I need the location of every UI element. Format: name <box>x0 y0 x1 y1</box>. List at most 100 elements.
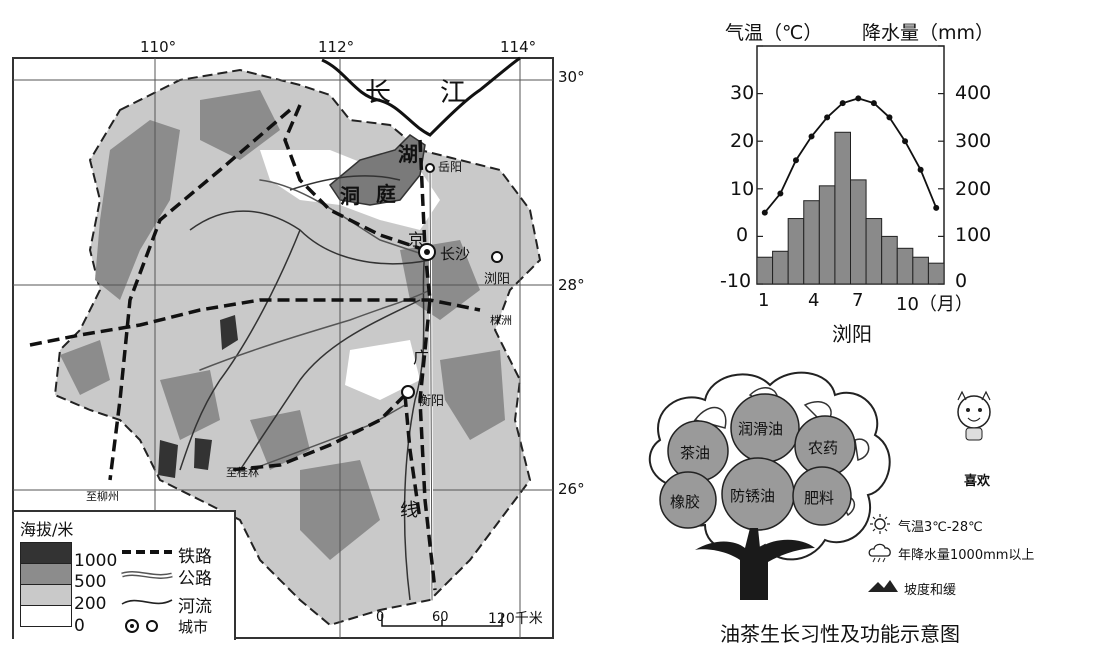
city-label-zhuzhou: 株洲 <box>490 314 512 327</box>
legend-level-200: 200 <box>74 594 107 614</box>
railways <box>29 104 481 591</box>
legend-level-0: 0 <box>74 616 85 636</box>
city-yueyang-marker <box>425 163 435 173</box>
temp-point-4 <box>808 133 815 140</box>
scale-bar-svg <box>381 614 503 627</box>
chart-svg <box>756 45 945 285</box>
railway-label-jing: 京 <box>408 230 425 249</box>
gentle-slope-icon <box>868 580 898 592</box>
tree-node-xiangjiao: 橡胶 <box>670 493 701 511</box>
chart-right-tick-300: 300 <box>955 130 992 152</box>
precip-bar-3 <box>787 218 805 285</box>
precip-bar-4 <box>803 200 820 285</box>
temp-point-11 <box>917 166 924 173</box>
precip-bars <box>756 131 945 285</box>
lat-label-30: 30° <box>558 68 585 86</box>
precip-bar-9 <box>881 235 898 285</box>
chart-left-tick-20: 20 <box>730 130 755 152</box>
temp-point-5 <box>824 114 831 121</box>
legend-city-symbol-b <box>146 620 158 632</box>
temp-point-7 <box>855 95 862 102</box>
tree-svg <box>648 371 991 600</box>
lake-label-dong: 洞 <box>340 184 360 208</box>
scale-label-120: 120千米 <box>488 611 543 627</box>
lon-label-114: 114° <box>500 38 537 56</box>
yangtze-river <box>321 56 521 137</box>
chart-xlabel-10: 10（月） <box>896 294 973 315</box>
chart-left-axis-title: 气温（℃） <box>725 22 823 44</box>
mascot-icon <box>957 390 991 441</box>
legend-city-label: 城市 <box>178 618 209 636</box>
chart-left-tick-m10: -10 <box>720 270 752 292</box>
tree-node-nongyao: 农药 <box>808 439 839 457</box>
precip-bar-8 <box>865 218 883 285</box>
temp-point-8 <box>870 100 877 107</box>
railway-label-xian: 线 <box>400 500 418 521</box>
sun-icon <box>870 514 890 534</box>
province-1000m <box>158 315 238 478</box>
chart-right-tick-400: 400 <box>955 82 992 104</box>
legend-level-500: 500 <box>74 572 107 592</box>
legend-title: 海拔/米 <box>20 520 74 539</box>
map-scale-bar <box>380 612 503 630</box>
legend-symbols <box>121 550 173 633</box>
city-liuyang-marker <box>491 251 503 263</box>
temp-point-10 <box>902 138 909 145</box>
mascot-label: 喜欢 <box>964 474 991 489</box>
lake-label-ting: 庭 <box>376 182 396 206</box>
legend-swatch-1000 <box>20 542 72 564</box>
city-label-yueyang: 岳阳 <box>438 160 463 174</box>
legend-swatch-200 <box>20 584 72 606</box>
chart-right-tick-0: 0 <box>955 270 968 292</box>
precip-bar-10 <box>896 247 914 285</box>
province-lowland <box>260 150 440 400</box>
city-markers <box>401 163 503 399</box>
precip-bar-1 <box>756 256 774 285</box>
precip-bar-2 <box>772 250 789 285</box>
city-label-liuyang: 浏阳 <box>484 272 511 287</box>
temp-point-1 <box>761 209 768 216</box>
precip-bar-7 <box>850 179 867 285</box>
temp-point-6 <box>839 100 846 107</box>
tree-node-fangxiuyou: 防锈油 <box>730 487 776 505</box>
river-label-chang: 长 <box>365 78 392 108</box>
rain-cloud-icon <box>868 543 891 563</box>
chart-xlabel-7: 7 <box>852 290 864 311</box>
condition-precipitation: 年降水量1000mm以上 <box>898 548 1035 563</box>
temp-point-2 <box>777 190 784 197</box>
chart-left-tick-10: 10 <box>730 178 755 200</box>
lake-label-hu: 湖 <box>398 142 418 166</box>
chart-left-tick-30: 30 <box>730 82 755 104</box>
tree-diagram-title: 油茶生长习性及功能示意图 <box>720 622 960 646</box>
precip-bar-6 <box>834 131 852 285</box>
precip-bar-11 <box>912 256 929 285</box>
map-legend: 海拔/米 1000 500 200 0 铁路 公路 河流 城市 <box>14 510 236 640</box>
chart-ticks <box>757 45 944 285</box>
scale-label-0: 0 <box>376 610 385 625</box>
tree-node-feiliao: 肥料 <box>804 489 835 507</box>
chart-title: 浏阳 <box>832 322 872 346</box>
lon-label-110: 110° <box>140 38 177 56</box>
temp-points <box>761 95 940 216</box>
graticule <box>13 58 553 638</box>
camellia-tree-diagram: 茶油 润滑油 农药 橡胶 防锈油 肥料 喜欢 气温3℃-28℃ 年降水量1000… <box>600 350 1100 646</box>
legend-swatch-0 <box>20 605 72 627</box>
climate-chart: 气温（℃） 降水量（mm） 1 4 7 10（月） 30 20 10 0 -10… <box>700 0 1100 350</box>
river-label-jiang: 江 <box>440 78 467 108</box>
city-label-liuzhou: 至柳州 <box>86 490 119 503</box>
terrain-map: 110° 112° 114° 30° 28° 26° 长 江 湖 洞 庭 京 广… <box>12 38 585 640</box>
legend-swatch-500 <box>20 563 72 585</box>
tree-trunk <box>695 528 815 600</box>
tree-node-chayou: 茶油 <box>680 444 711 462</box>
condition-temperature: 气温3℃-28℃ <box>898 520 983 535</box>
legend-river-label: 河流 <box>178 597 212 617</box>
legend-railway-label: 铁路 <box>178 547 212 567</box>
temp-point-3 <box>792 157 799 164</box>
chart-left-tick-0: 0 <box>736 224 749 246</box>
chart-right-tick-200: 200 <box>955 178 992 200</box>
city-hengyang-marker <box>401 385 415 399</box>
legend-river-symbol <box>121 599 173 605</box>
temp-point-12 <box>933 204 940 211</box>
legend-level-1000: 1000 <box>74 551 118 571</box>
tree-node-circles <box>659 393 856 531</box>
